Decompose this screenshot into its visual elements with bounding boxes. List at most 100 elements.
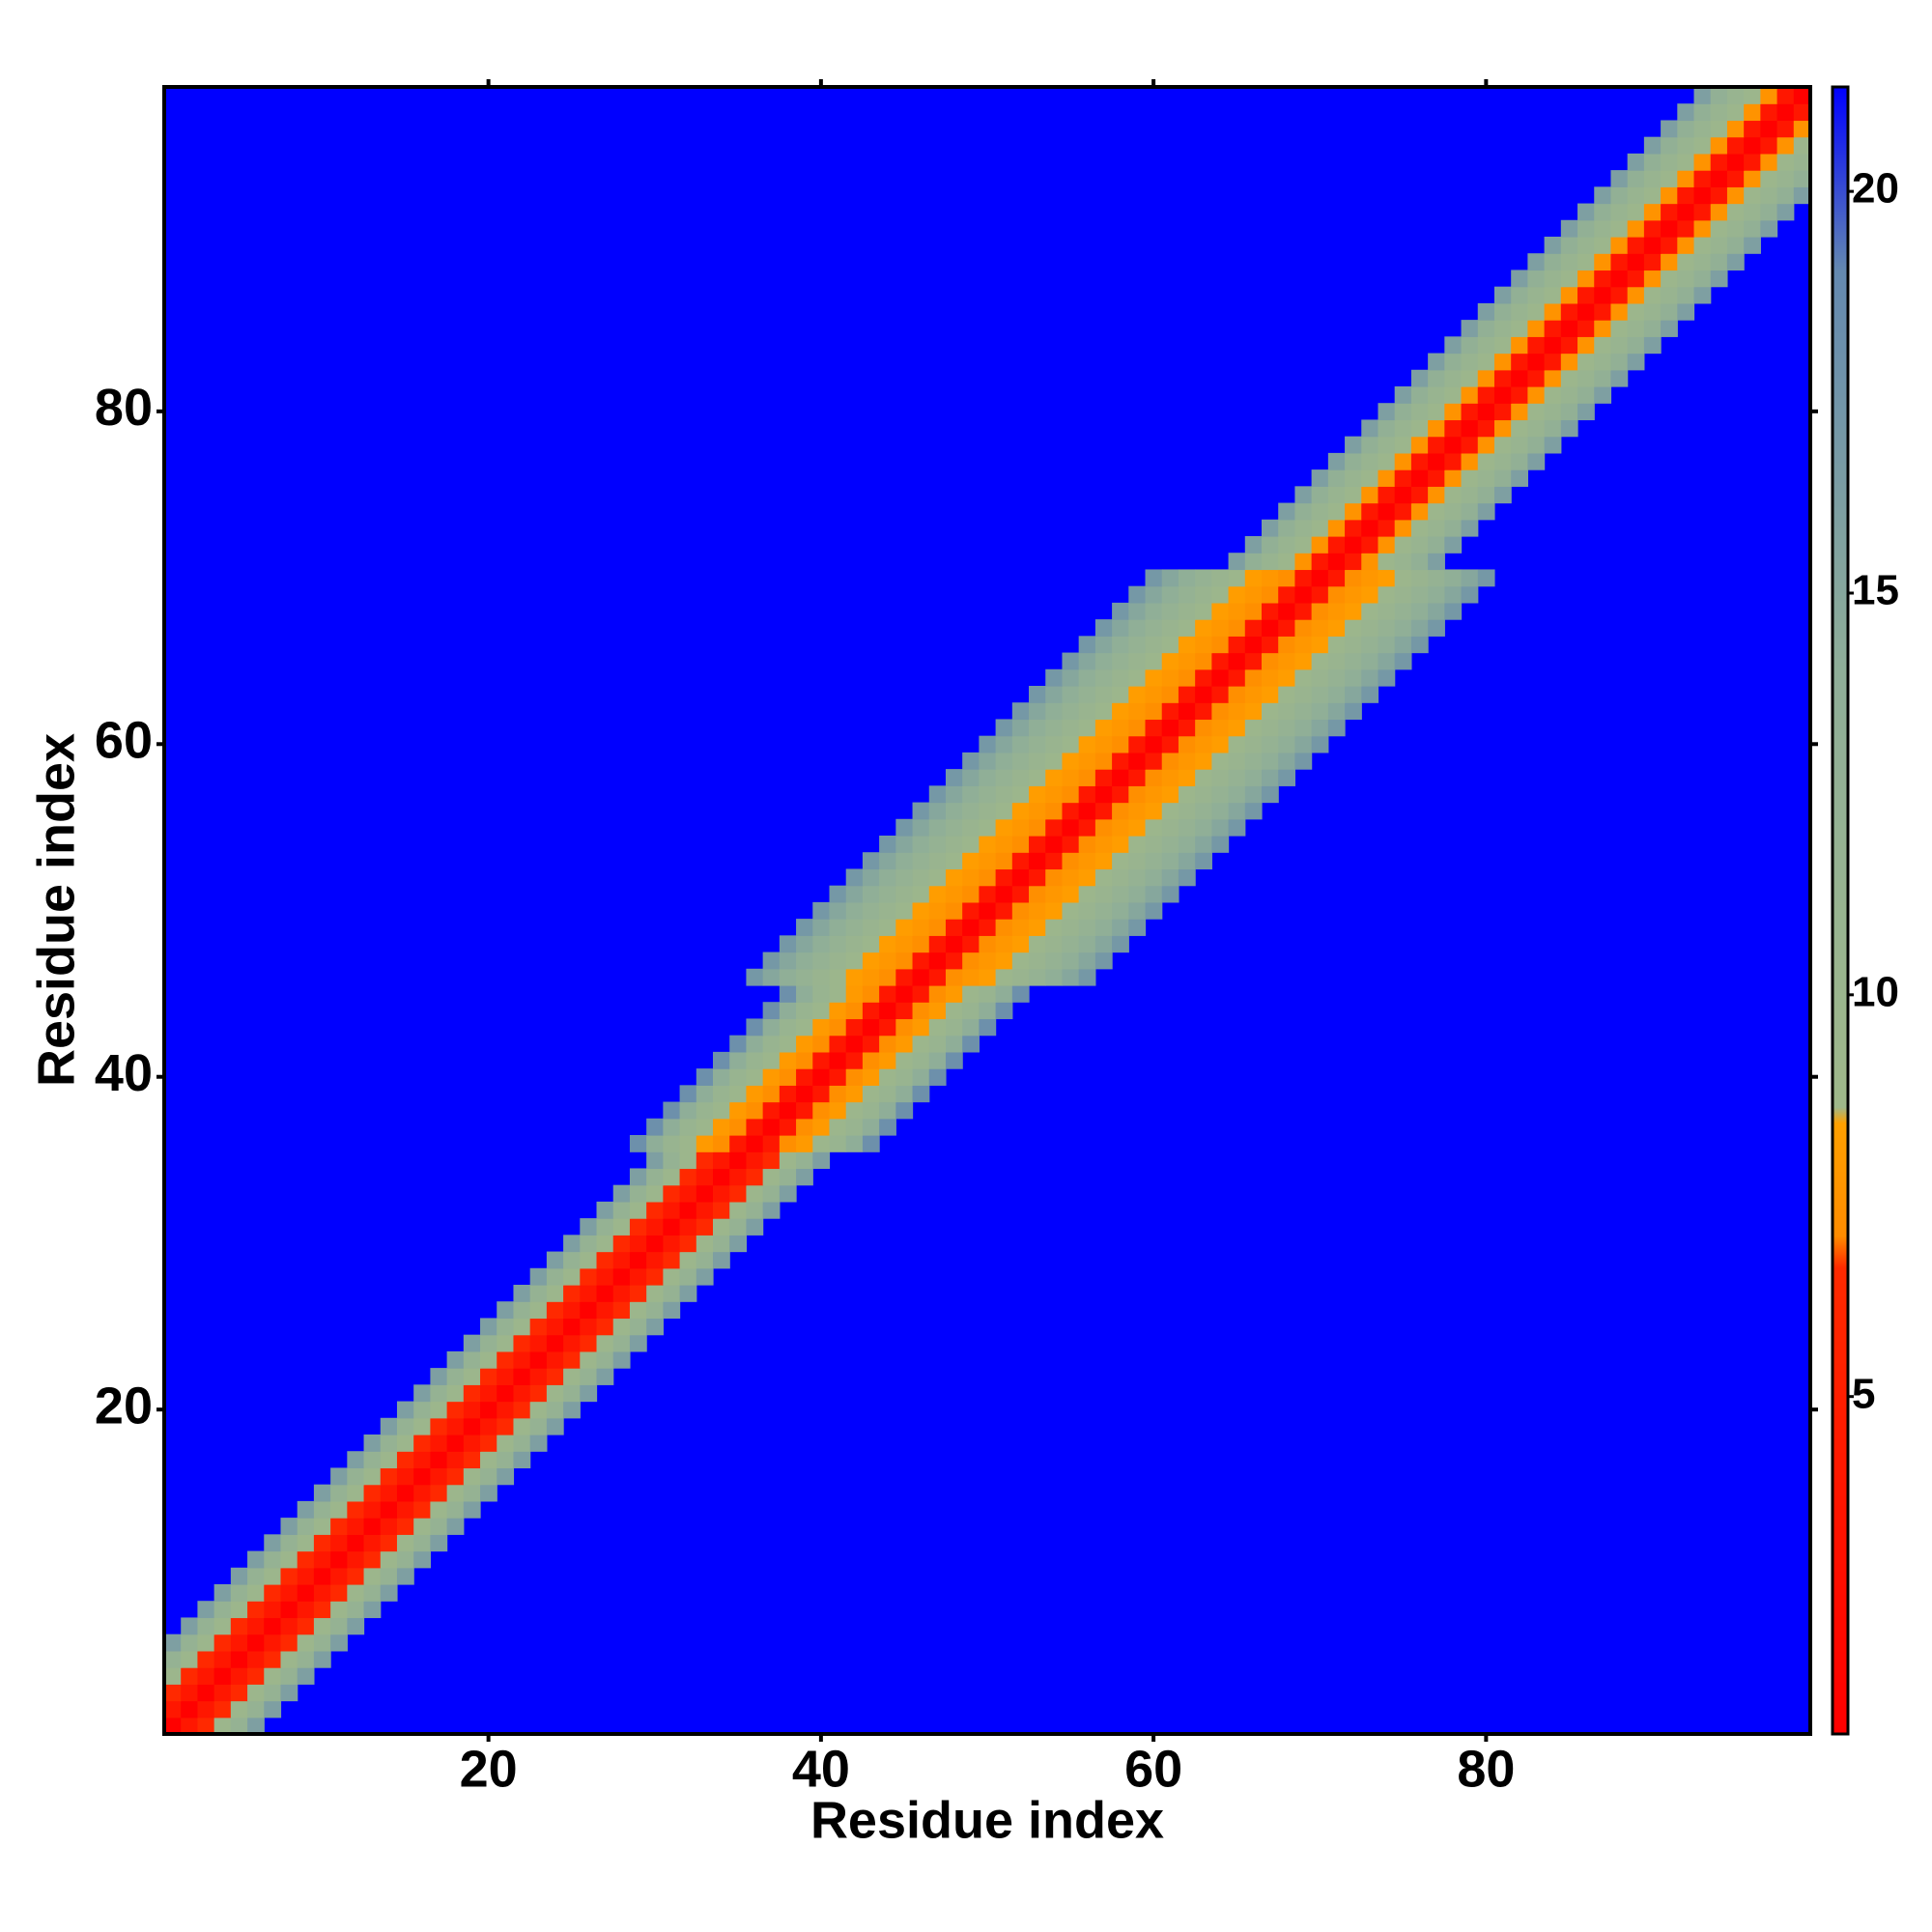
heatmap-cell: [663, 1285, 681, 1302]
heatmap-cell: [430, 1534, 448, 1552]
heatmap-cell: [1062, 802, 1080, 820]
heatmap-cell: [280, 1567, 298, 1585]
heatmap-cell: [413, 1534, 431, 1552]
heatmap-cell: [1112, 668, 1129, 687]
heatmap-cell: [430, 1417, 448, 1435]
heatmap-cell: [1493, 353, 1512, 371]
heatmap-cell: [181, 1667, 199, 1685]
heatmap-cell: [713, 1135, 730, 1152]
heatmap-cell: [1161, 802, 1179, 820]
heatmap-cell: [1078, 652, 1096, 670]
heatmap-cell: [845, 1085, 864, 1103]
heatmap-cell: [1112, 686, 1129, 703]
heatmap-cell: [1278, 686, 1296, 703]
heatmap-cell: [1493, 386, 1512, 404]
heatmap-cell: [1428, 353, 1445, 371]
heatmap-cell: [313, 1518, 331, 1535]
heatmap-cell: [1195, 785, 1212, 804]
heatmap-cell: [1195, 652, 1212, 670]
heatmap-cell: [812, 919, 831, 936]
heatmap-cell: [1726, 170, 1745, 187]
heatmap-cell: [1094, 619, 1113, 637]
heatmap-cell: [1693, 120, 1712, 138]
heatmap-cell: [845, 1118, 864, 1136]
heatmap-cell: [1444, 536, 1463, 554]
heatmap-cell: [1594, 253, 1612, 271]
heatmap-cell: [596, 1235, 614, 1253]
heatmap-cell: [1776, 103, 1795, 122]
heatmap-cell: [463, 1384, 481, 1403]
heatmap-cell: [1195, 735, 1212, 753]
heatmap-cell: [164, 1717, 182, 1735]
heatmap-cell: [879, 1101, 896, 1120]
heatmap-cell: [1511, 302, 1528, 321]
heatmap-cell: [264, 1550, 282, 1569]
heatmap-cell: [1394, 436, 1412, 454]
heatmap-cell: [1078, 752, 1096, 770]
heatmap-cell: [746, 1135, 764, 1152]
heatmap-cell: [1610, 336, 1629, 355]
heatmap-cell: [1311, 502, 1329, 521]
heatmap-cell: [1029, 885, 1046, 903]
heatmap-cell: [1610, 219, 1629, 238]
heatmap-cell: [396, 1484, 414, 1502]
heatmap-cell: [1145, 868, 1163, 887]
heatmap-cell: [1094, 836, 1113, 853]
heatmap-cell: [463, 1334, 481, 1352]
heatmap-cell: [1262, 735, 1279, 753]
heatmap-cell: [1262, 602, 1279, 620]
heatmap-cell: [280, 1617, 298, 1635]
heatmap-cell: [1776, 186, 1795, 205]
heatmap-cell: [1145, 702, 1163, 721]
heatmap-cell: [1661, 203, 1678, 221]
heatmap-cell: [380, 1484, 398, 1502]
heatmap-cell: [1428, 585, 1445, 604]
heatmap-cell: [995, 985, 1013, 1003]
heatmap-cell: [529, 1435, 548, 1452]
heatmap-cell: [264, 1617, 282, 1635]
heatmap-cell: [1677, 237, 1695, 254]
heatmap-cell: [1744, 103, 1761, 122]
heatmap-cell: [463, 1401, 481, 1419]
heatmap-cell: [1094, 769, 1113, 786]
heatmap-cell: [1643, 219, 1662, 238]
heatmap-cell: [313, 1534, 331, 1552]
heatmap-cell: [1327, 585, 1346, 604]
heatmap-cell: [1726, 253, 1745, 271]
heatmap-cell: [928, 852, 947, 870]
heatmap-cell: [1394, 386, 1412, 404]
heatmap-cell: [230, 1650, 248, 1668]
heatmap-cell: [1461, 403, 1479, 421]
heatmap-cell: [729, 1118, 748, 1136]
heatmap-cell: [1094, 752, 1113, 770]
heatmap-cell: [1178, 752, 1196, 770]
heatmap-cell: [1011, 818, 1030, 837]
heatmap-cell: [1793, 170, 1811, 187]
heatmap-cell: [1776, 120, 1795, 138]
heatmap-cell: [1112, 885, 1129, 903]
heatmap-cell: [1062, 668, 1080, 687]
heatmap-cell: [829, 1085, 847, 1103]
heatmap-cell: [1145, 652, 1163, 670]
heatmap-cell: [463, 1451, 481, 1469]
heatmap-cell: [1161, 652, 1179, 670]
heatmap-cell: [396, 1417, 414, 1435]
heatmap-cell: [1710, 253, 1728, 271]
heatmap-cell: [1161, 569, 1179, 587]
heatmap-cell: [1643, 237, 1662, 254]
heatmap-cell: [762, 1135, 781, 1152]
heatmap-cell: [529, 1350, 548, 1369]
heatmap-cell: [1262, 769, 1279, 786]
heatmap-cell: [247, 1567, 265, 1585]
heatmap-cell: [1760, 170, 1778, 187]
heatmap-cell: [1345, 502, 1362, 521]
heatmap-cell: [1461, 519, 1479, 537]
heatmap-cell: [230, 1667, 248, 1685]
heatmap-cell: [1294, 636, 1313, 654]
heatmap-cell: [1062, 752, 1080, 770]
heatmap-cell: [1195, 818, 1212, 837]
heatmap-cell: [1045, 719, 1064, 737]
heatmap-cell: [1128, 852, 1147, 870]
heatmap-cell: [979, 952, 997, 970]
heatmap-cell: [979, 735, 997, 753]
